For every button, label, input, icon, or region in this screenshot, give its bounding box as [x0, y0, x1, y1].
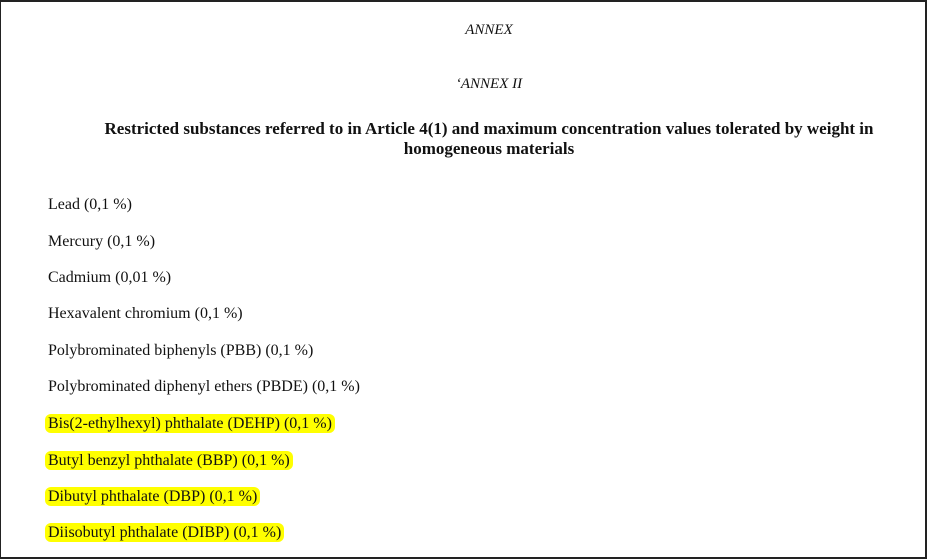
substance-item-highlighted: Diisobutyl phthalate (DIBP) (0,1 %) — [45, 523, 285, 543]
substance-text: Mercury (0,1 %) — [48, 233, 156, 250]
substance-item-highlighted: Dibutyl phthalate (DBP) (0,1 %) — [45, 487, 261, 507]
annex-heading: ANNEX — [465, 22, 513, 38]
annex-title: Restricted substances referred to in Art… — [104, 119, 874, 158]
substance-item: Polybrominated diphenyl ethers (PBDE) (0… — [48, 377, 360, 397]
substance-item: Mercury (0,1 %) — [48, 232, 155, 252]
substance-item: Hexavalent chromium (0,1 %) — [48, 304, 243, 324]
substance-item-highlighted: Butyl benzyl phthalate (BBP) (0,1 %) — [45, 451, 293, 471]
substance-item: Lead (0,1 %) — [48, 195, 132, 215]
substance-item-highlighted: Bis(2-ethylhexyl) phthalate (DEHP) (0,1 … — [45, 414, 335, 434]
substance-item: Cadmium (0,01 %) — [48, 268, 171, 288]
highlighted-substance-text: Bis(2-ethylhexyl) phthalate (DEHP) (0,1 … — [45, 414, 335, 433]
substance-text: Polybrominated diphenyl ethers (PBDE) (0… — [48, 378, 360, 395]
annex-ii-heading: ‘ANNEX II — [455, 76, 523, 92]
substance-text: Lead (0,1 %) — [48, 196, 132, 213]
substance-text: Cadmium (0,01 %) — [48, 269, 172, 286]
substance-item: Polybrominated biphenyls (PBB) (0,1 %) — [48, 341, 313, 361]
highlighted-substance-text: Dibutyl phthalate (DBP) (0,1 %) — [45, 487, 261, 506]
substance-text: Polybrominated biphenyls (PBB) (0,1 %) — [48, 342, 314, 359]
substance-text: Hexavalent chromium (0,1 %) — [48, 305, 243, 322]
highlighted-substance-text: Butyl benzyl phthalate (BBP) (0,1 %) — [45, 451, 293, 470]
highlighted-substance-text: Diisobutyl phthalate (DIBP) (0,1 %) — [45, 523, 285, 542]
